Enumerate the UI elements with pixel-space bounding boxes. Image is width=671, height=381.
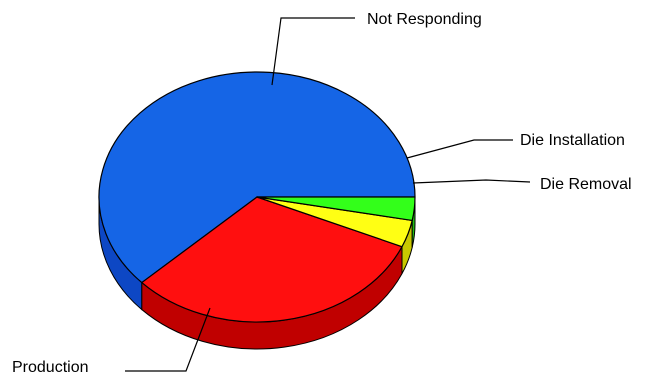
slice-not-responding[interactable] bbox=[141, 196, 403, 323]
leader-die-installation bbox=[406, 139, 513, 159]
leader-lines bbox=[125, 17, 531, 372]
slice-label-die-installation: Die Installation bbox=[520, 132, 625, 149]
slice-label-not-responding: Not Responding bbox=[367, 11, 482, 28]
slice-die-removal[interactable] bbox=[256, 196, 416, 222]
slice-label-production: Production bbox=[12, 359, 89, 376]
leader-production bbox=[125, 307, 211, 372]
slice-labels: Production Not Responding Die Installati… bbox=[12, 11, 632, 376]
slice-label-die-removal: Die Removal bbox=[540, 176, 632, 193]
pie-top bbox=[98, 71, 416, 323]
slice-production[interactable] bbox=[98, 71, 416, 284]
leader-die-removal bbox=[412, 179, 531, 184]
leader-not-responding bbox=[271, 17, 355, 86]
